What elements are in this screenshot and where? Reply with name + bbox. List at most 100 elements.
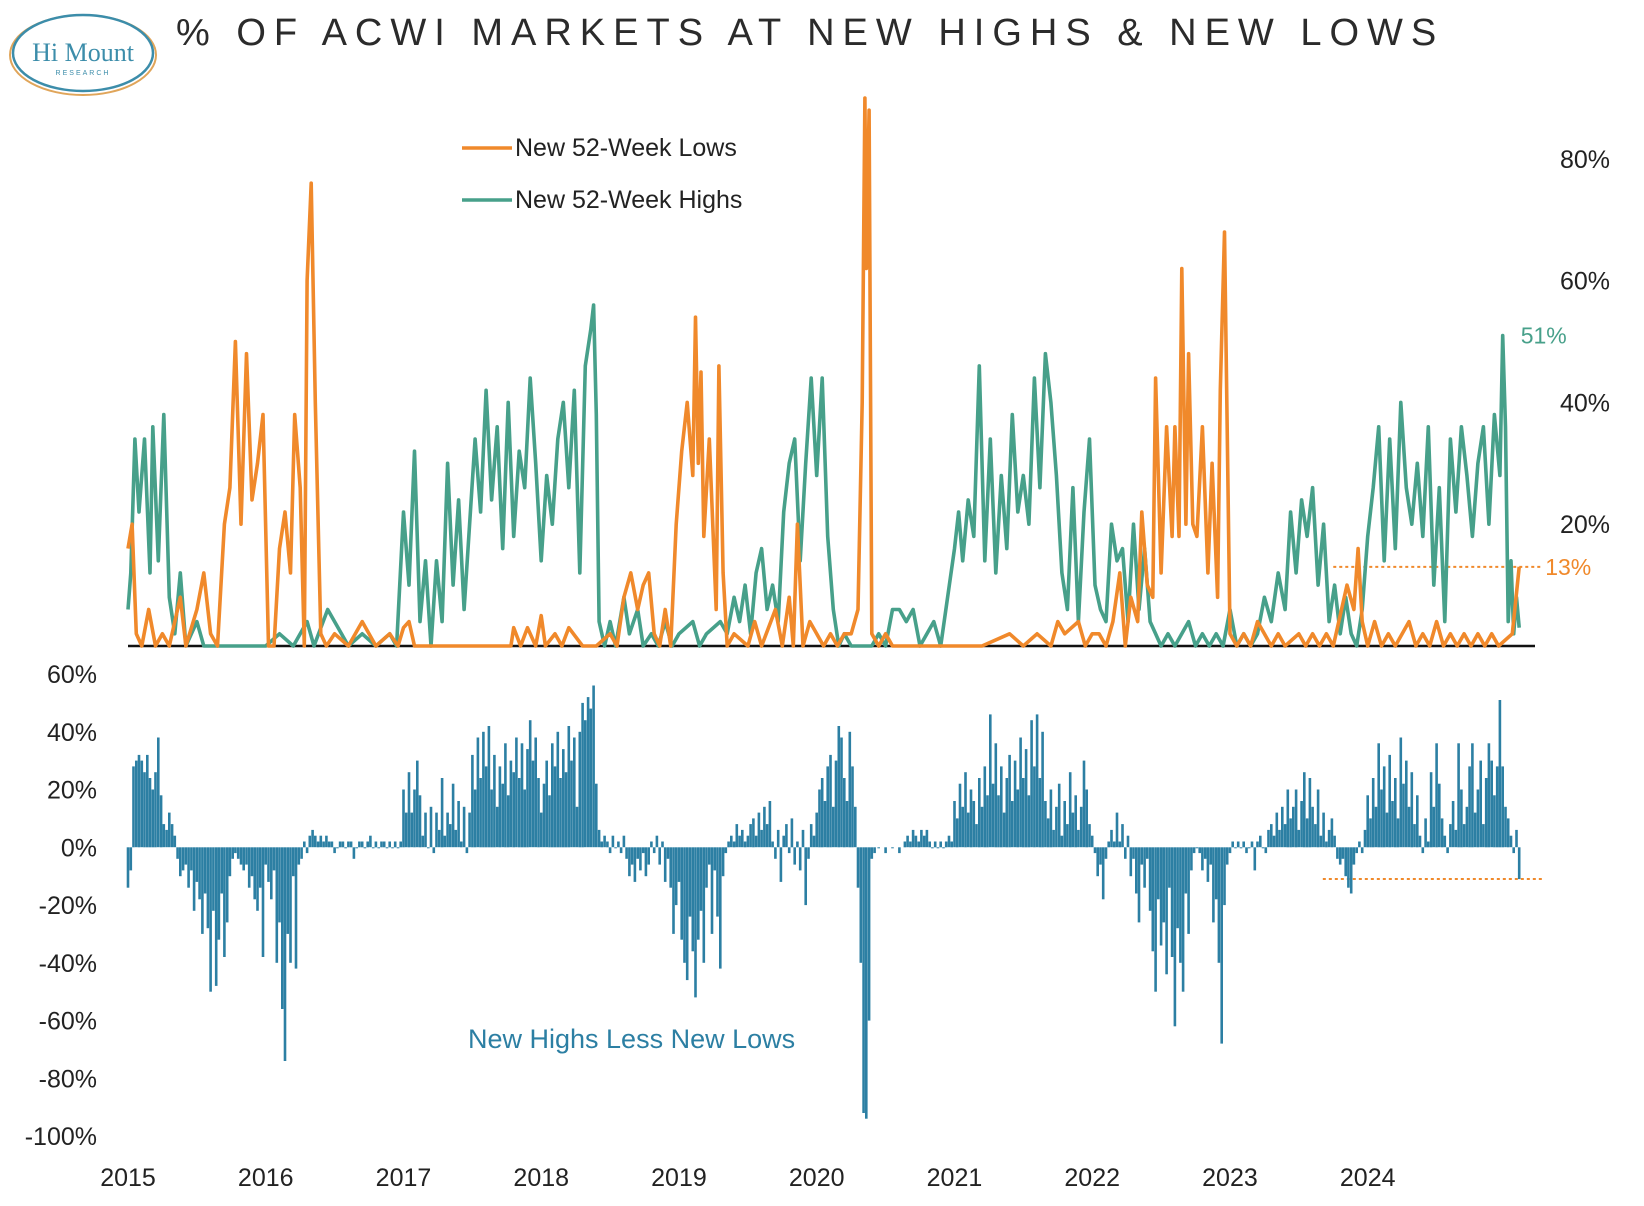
net-bar — [567, 726, 571, 848]
net-bar — [1259, 835, 1262, 848]
net-bar — [848, 731, 852, 848]
net-bar — [308, 835, 312, 848]
net-bar — [264, 847, 267, 865]
net-bar — [856, 847, 860, 888]
net-bar — [1245, 847, 1248, 854]
net-bar — [823, 801, 827, 848]
net-bar — [1509, 835, 1513, 848]
top-y-tick-label: 20% — [1560, 511, 1610, 539]
net-bar — [738, 835, 741, 848]
net-bar — [1030, 720, 1033, 848]
net-bar — [427, 847, 430, 849]
logo-name: Hi Mount — [32, 38, 135, 67]
net-bar — [1099, 847, 1102, 865]
net-bar — [694, 847, 697, 998]
net-bar — [1148, 847, 1152, 911]
net-bar — [592, 685, 595, 848]
net-bar — [1416, 795, 1419, 848]
net-bar — [137, 754, 141, 848]
net-bar — [1231, 841, 1234, 848]
net-bar — [1049, 789, 1053, 848]
net-bar — [1192, 847, 1196, 854]
net-bar — [597, 829, 601, 848]
net-bar — [261, 847, 265, 957]
net-series-label: New Highs Less New Lows — [468, 1024, 795, 1054]
net-bar — [716, 847, 719, 917]
net-bar — [1267, 829, 1270, 848]
net-bar — [1327, 829, 1331, 848]
net-bar — [914, 835, 918, 848]
net-bar — [292, 847, 295, 877]
net-bar — [749, 824, 752, 848]
net-bar — [1471, 743, 1474, 848]
net-bar — [1220, 847, 1223, 1044]
net-bar — [1501, 766, 1504, 848]
net-bar — [1476, 789, 1480, 848]
net-bar — [1079, 806, 1083, 848]
net-bar — [768, 801, 772, 848]
bottom-y-tick-label: -20% — [39, 892, 97, 920]
net-bar — [809, 824, 813, 848]
net-bar — [1214, 847, 1218, 900]
net-bar — [1465, 806, 1469, 848]
net-bar — [1418, 835, 1422, 848]
net-bar — [628, 847, 631, 877]
net-bar — [473, 789, 477, 848]
net-bar — [1002, 812, 1006, 848]
net-bar — [1449, 824, 1452, 848]
net-bar — [997, 795, 1000, 848]
net-bar — [297, 847, 301, 865]
net-bar — [1297, 829, 1301, 848]
net-bar — [680, 847, 683, 940]
net-bar — [906, 835, 909, 848]
net-bar — [212, 847, 215, 911]
net-bar — [617, 841, 620, 848]
net-bar — [253, 847, 256, 900]
net-bar — [746, 835, 750, 848]
net-bar — [1115, 812, 1119, 848]
net-bar — [1479, 760, 1482, 848]
net-bar — [1333, 835, 1336, 848]
net-bar — [374, 841, 378, 848]
net-bar — [1374, 806, 1378, 848]
net-bar — [363, 847, 367, 849]
net-bar — [677, 847, 681, 882]
logo-sub: RESEARCH — [56, 70, 111, 77]
net-bar — [1388, 754, 1391, 848]
net-bar — [1369, 818, 1372, 848]
net-bar — [922, 835, 926, 848]
net-bar — [267, 847, 270, 882]
net-bar — [911, 829, 915, 848]
net-bar — [548, 795, 551, 848]
net-bar — [958, 783, 962, 848]
net-bar — [146, 754, 149, 848]
net-bar — [1038, 778, 1042, 848]
net-bar — [891, 847, 894, 849]
net-bar — [1405, 760, 1408, 848]
bottom-y-tick-label: -80% — [39, 1065, 97, 1093]
net-bar — [1435, 743, 1438, 848]
net-bar — [1176, 847, 1179, 929]
net-bar — [1168, 847, 1171, 888]
net-bar — [1137, 847, 1141, 923]
net-bar — [829, 754, 832, 848]
net-bar — [140, 760, 144, 848]
legend: New 52-Week Lows New 52-Week Highs — [462, 134, 742, 214]
net-bar — [1490, 760, 1493, 848]
net-bar — [1391, 801, 1394, 848]
net-bar — [1093, 847, 1097, 854]
net-bar — [1165, 847, 1168, 975]
net-bar — [203, 847, 207, 894]
chart-title: % OF ACWI MARKETS AT NEW HIGHS & NEW LOW… — [176, 12, 1445, 54]
bottom-y-tick-label: -60% — [39, 1008, 97, 1036]
net-bar — [702, 847, 706, 963]
net-bar — [1314, 824, 1317, 848]
net-bar — [360, 841, 364, 848]
net-bar — [493, 754, 496, 848]
net-bar — [600, 841, 604, 848]
net-bar — [305, 847, 309, 854]
net-bar — [669, 847, 672, 888]
net-bar — [135, 760, 138, 848]
net-bar — [1132, 847, 1135, 859]
net-bar — [980, 806, 984, 848]
